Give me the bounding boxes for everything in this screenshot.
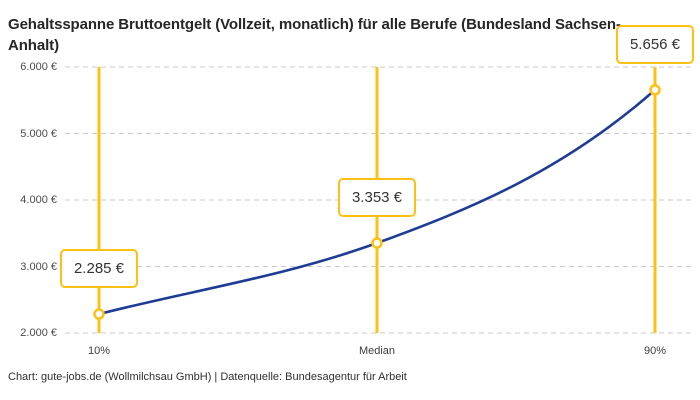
value-label-box: 5.656 € xyxy=(616,24,694,64)
data-point-marker xyxy=(93,308,105,320)
chart-title: Gehaltsspanne Bruttoentgelt (Vollzeit, m… xyxy=(8,16,621,55)
y-axis-tick-label: 2.000 € xyxy=(20,327,57,339)
data-point-marker xyxy=(371,237,383,249)
y-axis-tick-label: 5.000 € xyxy=(20,127,57,140)
x-axis-category-label: 10% xyxy=(87,345,111,357)
chart-source: Chart: gute-jobs.de (Wollmilchsau GmbH) … xyxy=(8,371,407,383)
value-label-box: 3.353 € xyxy=(338,178,416,218)
data-point-marker xyxy=(649,84,661,96)
y-axis-tick-label: 4.000 € xyxy=(20,194,57,206)
value-label-box: 2.285 € xyxy=(60,249,138,289)
y-axis-tick-label: 3.000 € xyxy=(20,260,57,273)
x-axis-category-label: 90% xyxy=(643,345,667,357)
y-axis-tick-label: 6.000 € xyxy=(20,61,57,73)
x-axis-category-label: Median xyxy=(358,345,396,357)
